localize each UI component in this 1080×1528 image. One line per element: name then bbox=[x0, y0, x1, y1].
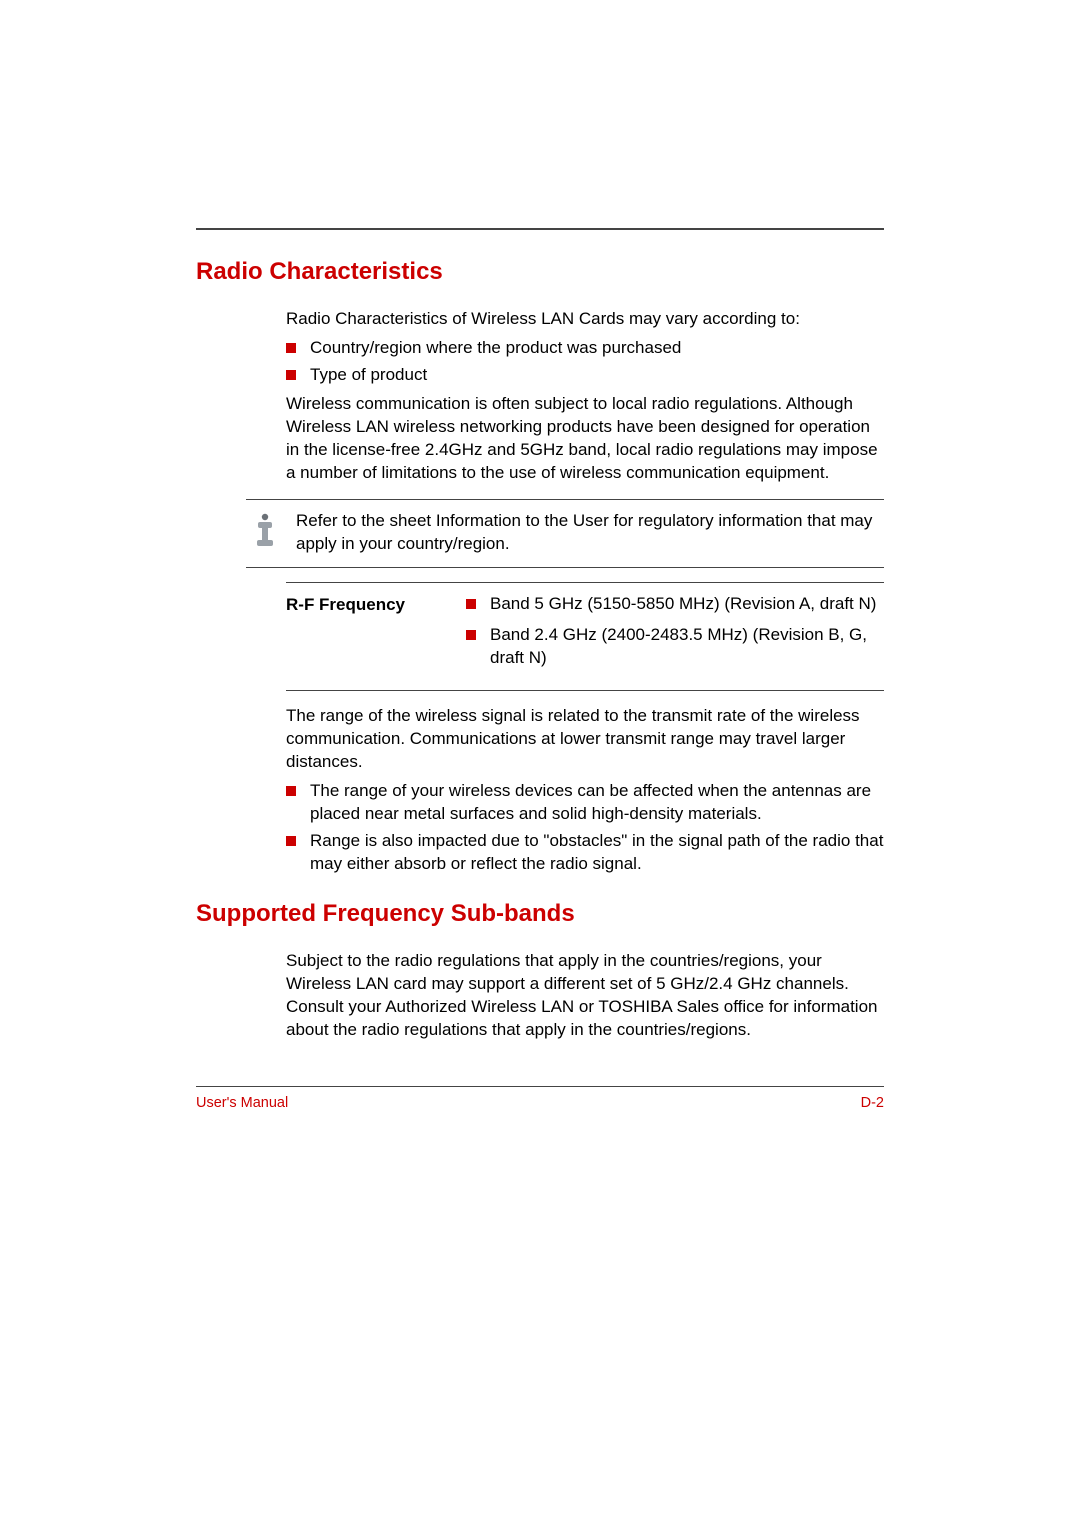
para-range: The range of the wireless signal is rela… bbox=[286, 705, 884, 774]
info-note-text: Refer to the sheet Information to the Us… bbox=[296, 510, 884, 556]
info-note-box: Refer to the sheet Information to the Us… bbox=[246, 499, 884, 569]
section-title-radio: Radio Characteristics bbox=[196, 258, 884, 286]
bullet-text: Type of product bbox=[310, 364, 427, 387]
content-area: Radio Characteristics Radio Characterist… bbox=[196, 228, 884, 1042]
rf-frequency-table: R-F Frequency Band 5 GHz (5150-5850 MHz)… bbox=[286, 582, 884, 691]
list-item: The range of your wireless devices can b… bbox=[286, 780, 884, 826]
rf-frequency-items: Band 5 GHz (5150-5850 MHz) (Revision A, … bbox=[466, 593, 884, 678]
bullet-list-2: The range of your wireless devices can b… bbox=[286, 780, 884, 876]
square-bullet-icon bbox=[466, 630, 476, 640]
square-bullet-icon bbox=[286, 370, 296, 380]
section2-body: Subject to the radio regulations that ap… bbox=[286, 950, 884, 1042]
footer-right: D-2 bbox=[861, 1095, 884, 1111]
footer-left: User's Manual bbox=[196, 1095, 288, 1111]
bullet-text: The range of your wireless devices can b… bbox=[310, 780, 884, 826]
bullet-text: Country/region where the product was pur… bbox=[310, 337, 681, 360]
intro-para: Radio Characteristics of Wireless LAN Ca… bbox=[286, 308, 884, 331]
page-footer: User's Manual D-2 bbox=[196, 1086, 884, 1111]
rf-item-text: Band 2.4 GHz (2400-2483.5 MHz) (Revision… bbox=[490, 624, 884, 670]
square-bullet-icon bbox=[286, 343, 296, 353]
page: Radio Characteristics Radio Characterist… bbox=[0, 0, 1080, 1528]
list-item: Band 2.4 GHz (2400-2483.5 MHz) (Revision… bbox=[466, 624, 884, 670]
para-regulations: Wireless communication is often subject … bbox=[286, 393, 884, 485]
section-title-subbands: Supported Frequency Sub-bands bbox=[196, 900, 884, 928]
rf-item-text: Band 5 GHz (5150-5850 MHz) (Revision A, … bbox=[490, 593, 876, 616]
top-rule bbox=[196, 228, 884, 230]
bullet-text: Range is also impacted due to "obstacles… bbox=[310, 830, 884, 876]
square-bullet-icon bbox=[286, 786, 296, 796]
para-subbands: Subject to the radio regulations that ap… bbox=[286, 950, 884, 1042]
list-item: Range is also impacted due to "obstacles… bbox=[286, 830, 884, 876]
section1-body: Radio Characteristics of Wireless LAN Ca… bbox=[286, 308, 884, 876]
list-item: Band 5 GHz (5150-5850 MHz) (Revision A, … bbox=[466, 593, 884, 616]
square-bullet-icon bbox=[286, 836, 296, 846]
list-item: Country/region where the product was pur… bbox=[286, 337, 884, 360]
list-item: Type of product bbox=[286, 364, 884, 387]
bullet-list-1: Country/region where the product was pur… bbox=[286, 337, 884, 387]
square-bullet-icon bbox=[466, 599, 476, 609]
info-icon bbox=[246, 510, 284, 548]
rf-frequency-label: R-F Frequency bbox=[286, 593, 466, 678]
